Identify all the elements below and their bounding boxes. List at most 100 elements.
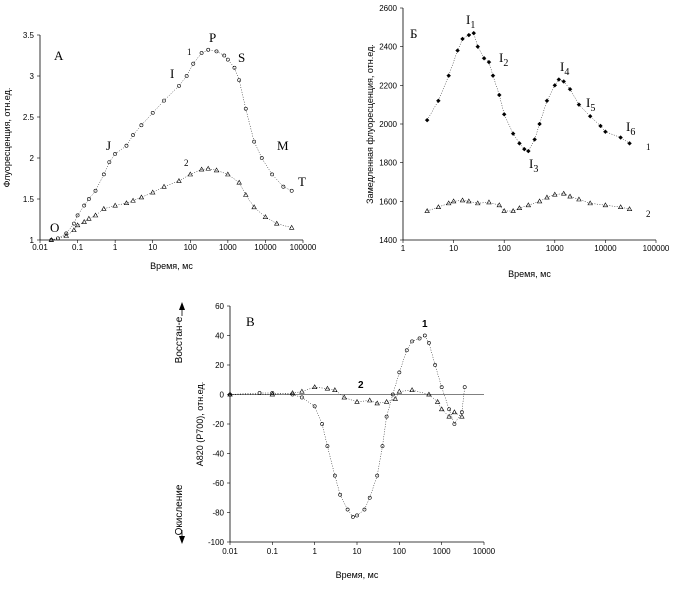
y-tick-label: 40 — [215, 332, 224, 341]
y-tick-label: 20 — [215, 361, 224, 370]
data-point — [510, 131, 516, 136]
data-point — [536, 198, 543, 204]
data-point — [560, 190, 567, 196]
data-point — [124, 143, 129, 148]
data-point — [526, 148, 531, 154]
y-axis-label: A820 (P700), отн.ед. — [195, 382, 205, 467]
data-point — [438, 406, 445, 412]
data-point — [92, 212, 99, 218]
y-tick-label: 2400 — [379, 43, 397, 52]
data-point — [576, 102, 582, 107]
data-point — [445, 200, 452, 206]
data-point — [252, 139, 257, 144]
data-point — [345, 507, 350, 512]
series-1 — [424, 30, 632, 154]
y-tick-label: -80 — [212, 509, 224, 518]
y-tick-label: 0 — [220, 391, 225, 400]
data-point — [501, 208, 507, 213]
data-point — [617, 204, 624, 210]
data-point — [289, 390, 296, 395]
annotation-label: T — [298, 174, 306, 189]
data-point — [350, 515, 355, 519]
data-point — [289, 188, 294, 193]
series-line — [230, 386, 462, 417]
x-tick-label: 0.01 — [222, 547, 238, 556]
data-point — [130, 197, 136, 203]
series-2 — [424, 190, 633, 213]
x-tick-label: 100000 — [290, 243, 317, 252]
data-point — [510, 208, 516, 213]
y-tick-label: 2 — [30, 154, 35, 163]
data-point — [567, 86, 573, 92]
y-axis-label: Флуоресценция, отн.ед. — [2, 88, 12, 188]
x-tick-label: 100 — [393, 547, 407, 556]
data-point — [86, 215, 92, 221]
series-1 — [49, 47, 294, 242]
data-point — [225, 171, 231, 177]
data-point — [537, 121, 542, 127]
annotation-label: O — [50, 220, 59, 235]
data-point — [496, 202, 503, 208]
y-tick-label: -40 — [212, 450, 224, 459]
data-point — [227, 391, 233, 397]
y-tick-label: -20 — [212, 420, 224, 429]
data-point — [225, 57, 230, 62]
data-point — [490, 73, 496, 78]
data-point — [426, 391, 432, 397]
data-point — [436, 98, 441, 104]
data-point — [274, 220, 280, 226]
data-point — [72, 221, 76, 226]
annotation-label: I2 — [499, 50, 508, 69]
data-point — [93, 188, 98, 193]
data-point — [332, 387, 338, 392]
annotation-label: I6 — [626, 119, 635, 138]
x-tick-label: 10000 — [473, 547, 496, 556]
x-tick-label: 1 — [401, 244, 406, 253]
data-point — [56, 236, 60, 241]
data-point — [354, 398, 360, 404]
annotation-label: I5 — [586, 95, 595, 114]
series-line — [427, 193, 630, 212]
data-point — [243, 106, 248, 111]
data-point — [150, 189, 156, 195]
data-point — [446, 73, 451, 78]
y-tick-label: 2000 — [379, 120, 397, 129]
data-point — [390, 392, 395, 397]
y-tick-label: 1 — [30, 236, 35, 245]
data-point — [516, 205, 523, 210]
data-point — [86, 197, 91, 201]
data-point — [281, 184, 286, 189]
data-point — [269, 391, 276, 397]
data-point — [397, 370, 402, 375]
data-point — [567, 193, 573, 199]
data-point — [439, 385, 444, 390]
data-point — [236, 179, 242, 185]
data-point — [451, 409, 458, 415]
data-point — [424, 208, 430, 213]
data-point — [123, 200, 130, 205]
series-1 — [228, 333, 467, 519]
data-point — [75, 213, 80, 218]
data-point — [48, 237, 55, 242]
data-point — [375, 473, 380, 478]
data-point — [332, 473, 337, 478]
data-point — [320, 422, 325, 426]
data-point — [324, 385, 331, 391]
data-point — [392, 396, 398, 401]
x-tick-label: 10 — [449, 244, 458, 253]
data-point — [232, 65, 237, 70]
data-point — [396, 388, 403, 394]
series-line — [229, 335, 465, 518]
data-point — [367, 495, 372, 500]
data-point — [459, 413, 465, 419]
data-point — [486, 199, 492, 205]
data-point — [556, 77, 562, 82]
data-point — [380, 444, 385, 449]
data-point — [311, 384, 318, 390]
x-tick-label: 1000 — [219, 243, 237, 252]
data-point — [81, 219, 87, 224]
y-axis-label: Замедленная флуоресценция, отн.ед. — [365, 44, 375, 204]
data-point — [338, 492, 343, 497]
x-axis-label: Время, мс — [150, 261, 193, 271]
